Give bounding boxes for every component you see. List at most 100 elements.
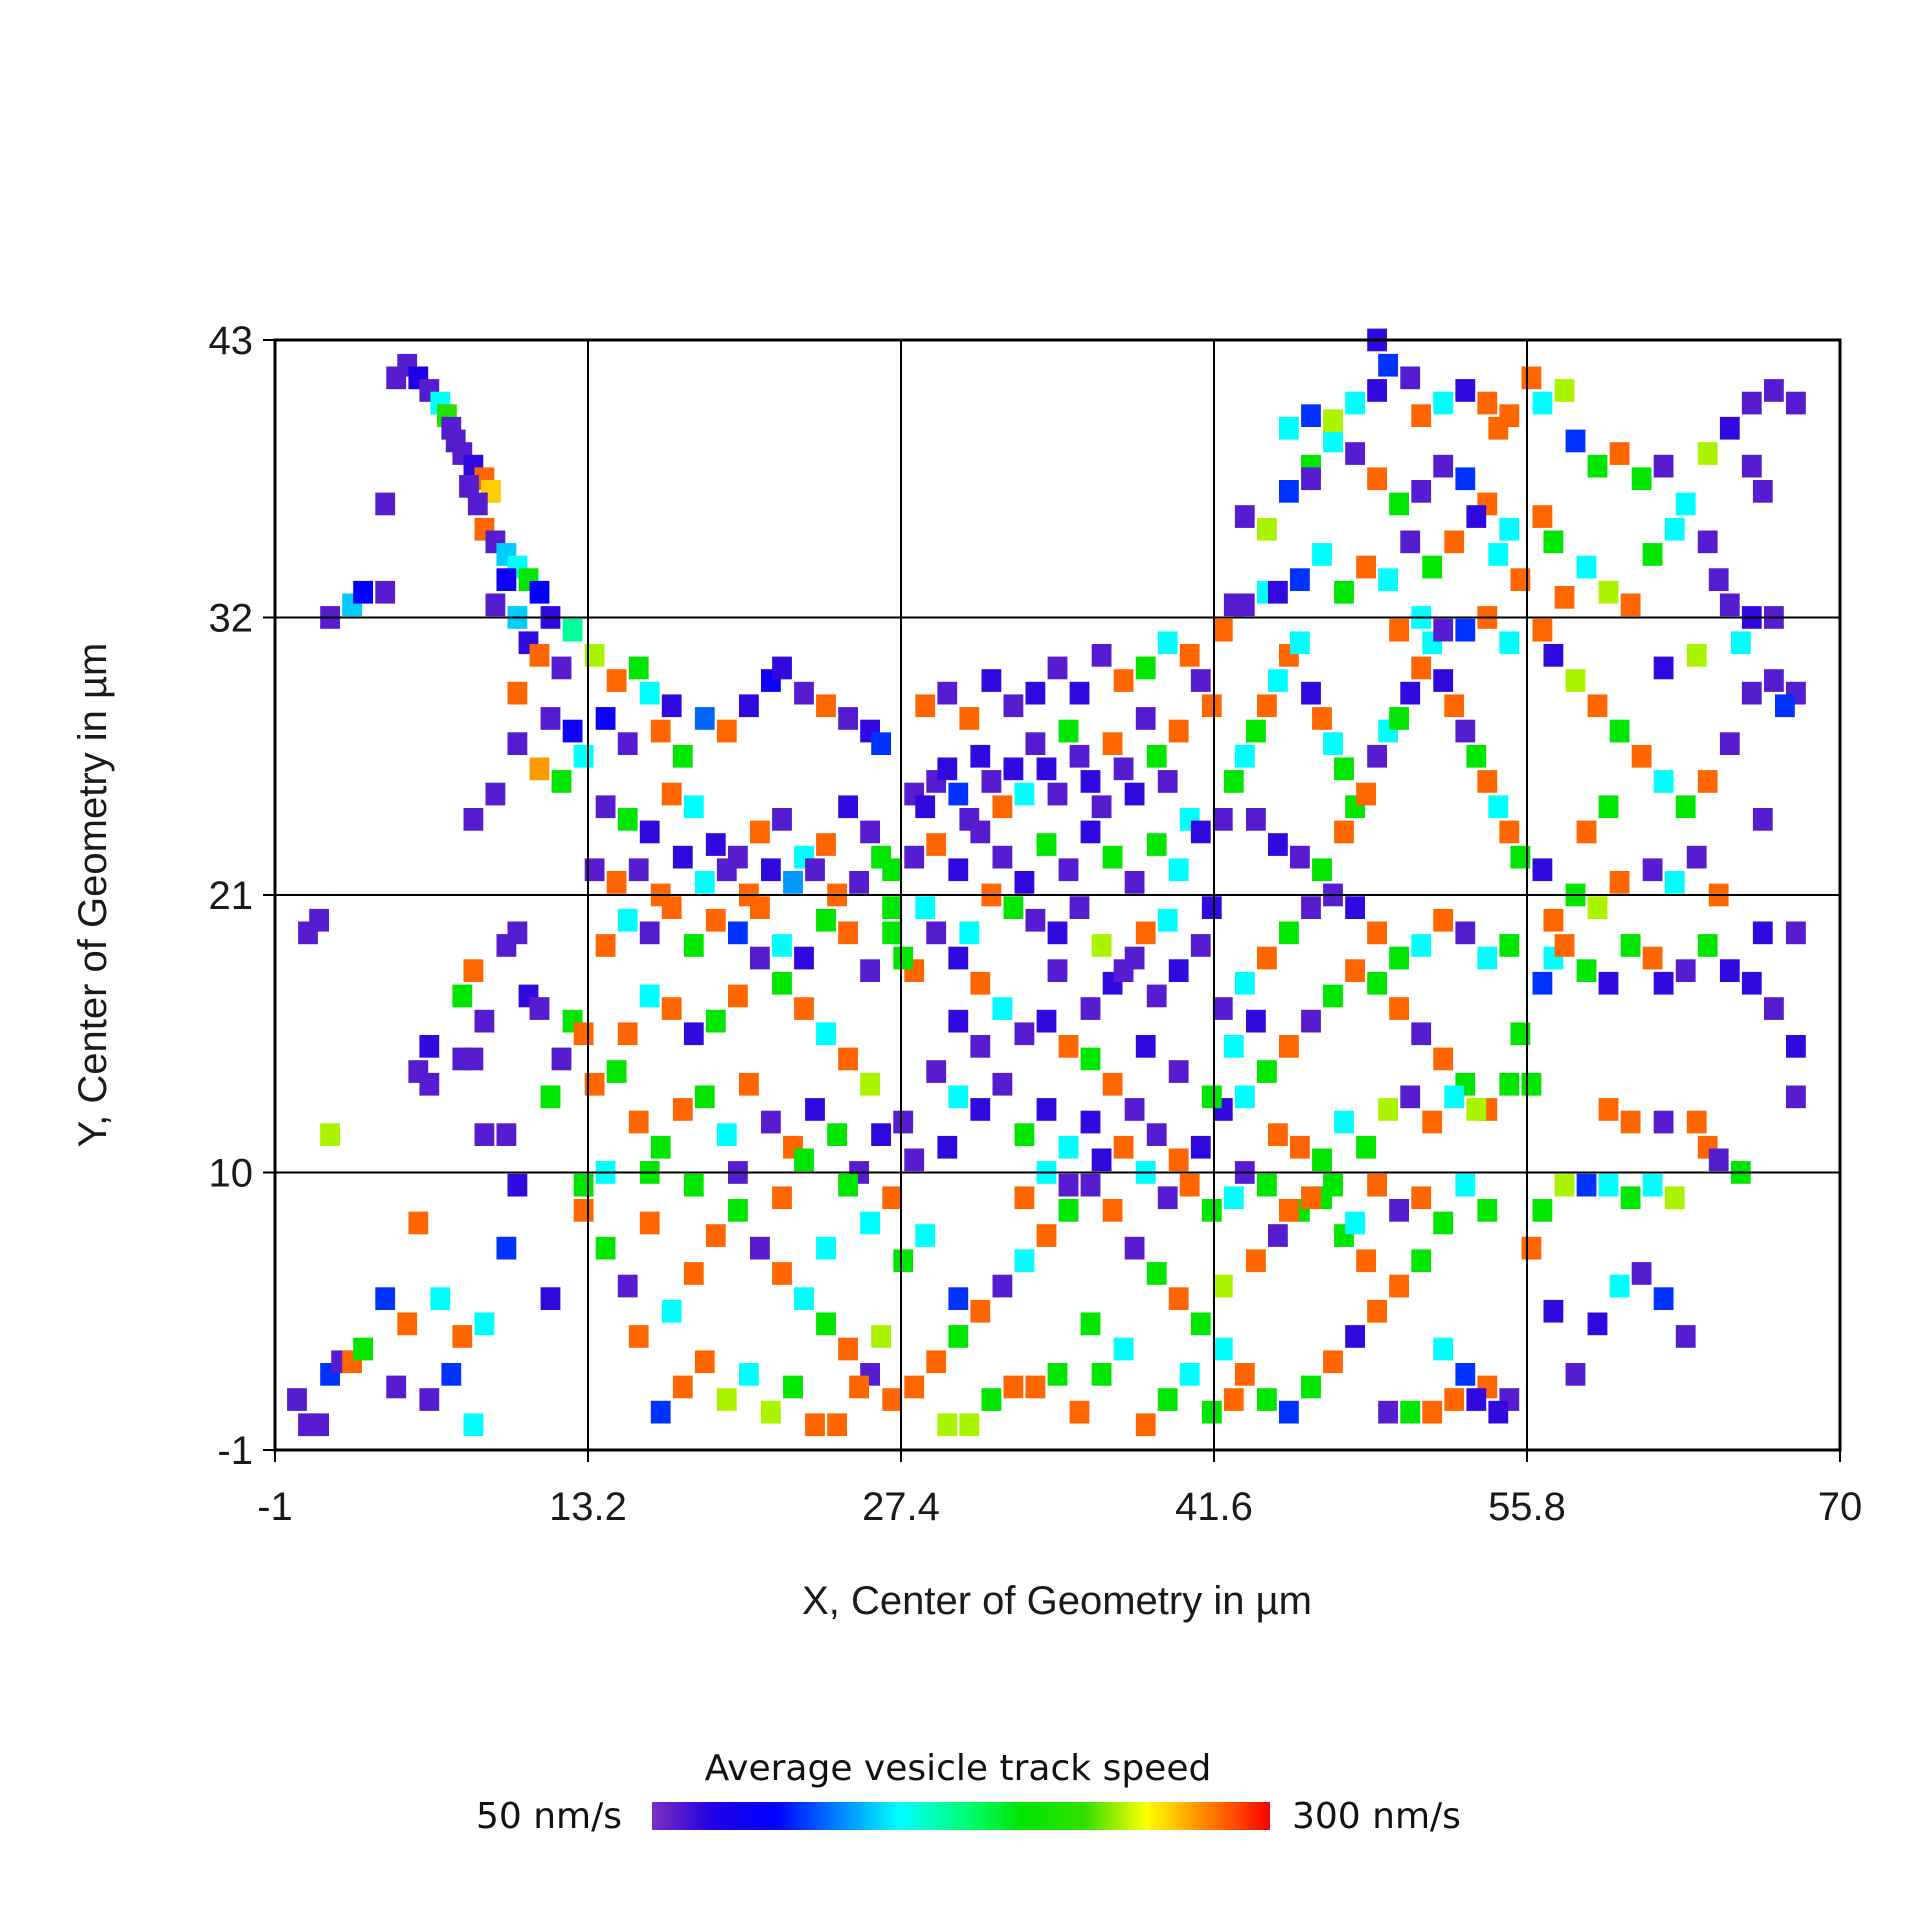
y-tick-label: -1 (217, 1429, 253, 1473)
heatmap-cell (1124, 1098, 1145, 1121)
heatmap-cell (1025, 681, 1046, 705)
heatmap-cell (1532, 971, 1553, 995)
heatmap-cell (606, 1060, 627, 1083)
heatmap-cell (761, 858, 781, 882)
heatmap-cell (1157, 1388, 1178, 1411)
heatmap-cell (1014, 1249, 1035, 1273)
heatmap-cell (1146, 984, 1167, 1008)
heatmap-cell (1102, 845, 1123, 869)
heatmap-cell (584, 644, 605, 667)
heatmap-cell (1554, 586, 1575, 609)
heatmap-cell (1620, 1110, 1641, 1134)
heatmap-cell (474, 1123, 495, 1146)
heatmap-cell (705, 833, 726, 856)
heatmap-cell (1400, 366, 1421, 390)
heatmap-cell (860, 820, 880, 844)
x-tick-label: 70 (1818, 1485, 1863, 1529)
heatmap-cell (1411, 1249, 1432, 1273)
heatmap-cell (1014, 871, 1035, 894)
heatmap-cell (1279, 480, 1299, 503)
heatmap-cell (827, 1413, 847, 1437)
heatmap-cell (1047, 1363, 1068, 1386)
heatmap-cell (1554, 379, 1575, 402)
heatmap-cell (849, 1375, 869, 1399)
heatmap-cell (750, 946, 770, 970)
heatmap-cell (937, 1135, 958, 1159)
heatmap-cell (1697, 934, 1718, 957)
heatmap-cell (1234, 971, 1255, 995)
heatmap-cell (1477, 1199, 1498, 1222)
y-tick-label: 43 (209, 319, 254, 363)
heatmap-cell (992, 845, 1013, 869)
heatmap-cell (375, 492, 396, 516)
heatmap-cell (948, 1085, 969, 1109)
heatmap-cell (1631, 467, 1652, 491)
heatmap-cell (1102, 732, 1123, 755)
heatmap-cell (915, 795, 936, 819)
heatmap-cell (1631, 744, 1652, 768)
heatmap-cell (1168, 719, 1189, 743)
heatmap-cell (1367, 467, 1387, 491)
heatmap-cell (529, 644, 550, 667)
heatmap-cell (661, 694, 682, 718)
heatmap-cell (1223, 770, 1244, 793)
heatmap-cell (617, 1022, 638, 1046)
heatmap-cell (1091, 934, 1112, 957)
heatmap-cell (1014, 1123, 1035, 1146)
heatmap-cell (1179, 1363, 1200, 1386)
heatmap-cell (1752, 921, 1773, 945)
heatmap-cell (375, 580, 396, 604)
heatmap-cell (1135, 656, 1156, 680)
heatmap-cell (1124, 782, 1145, 806)
heatmap-cell (1025, 1375, 1046, 1399)
heatmap-cell (772, 1262, 792, 1285)
heatmap-cell (683, 1173, 704, 1197)
heatmap-cell (1741, 391, 1762, 415)
heatmap-cell (1576, 959, 1597, 982)
heatmap-cell (816, 1022, 836, 1046)
heatmap-cell (419, 1035, 440, 1058)
heatmap-cell (1389, 1274, 1409, 1298)
heatmap-cell (573, 1173, 594, 1197)
heatmap-cell (1135, 1035, 1156, 1058)
heatmap-cell (948, 1325, 969, 1348)
heatmap-cell (838, 921, 858, 945)
heatmap-cell (772, 808, 792, 831)
heatmap-cell (1257, 1388, 1277, 1411)
heatmap-cell (1653, 770, 1674, 793)
heatmap-cell (1036, 757, 1057, 781)
heatmap-cell (683, 1262, 704, 1285)
heatmap-cell (794, 1287, 814, 1310)
heatmap-cell (1378, 1098, 1398, 1121)
heatmap-cell (1223, 593, 1244, 617)
heatmap-cell (1764, 669, 1784, 692)
colorbar-title: Average vesicle track speed (705, 1748, 1212, 1789)
heatmap-cell (1400, 1085, 1421, 1109)
heatmap-cell (672, 1375, 693, 1399)
heatmap-cell (1047, 921, 1068, 945)
heatmap-cell (672, 1098, 693, 1121)
heatmap-cell (452, 984, 473, 1008)
x-axis-ticks: -1 13.2 27.4 41.6 55.8 70 (257, 1485, 1862, 1529)
heatmap-cell (970, 820, 991, 844)
heatmap-cell (1334, 580, 1354, 604)
heatmap-cell (1312, 1148, 1332, 1172)
heatmap-cell (1246, 808, 1266, 831)
heatmap-cell (1532, 858, 1553, 882)
heatmap-cell (1190, 820, 1211, 844)
heatmap-cell (1609, 719, 1630, 743)
heatmap-cell (467, 492, 488, 516)
heatmap-cell (1697, 770, 1718, 793)
heatmap-cell (992, 997, 1013, 1020)
heatmap-cell (1609, 442, 1630, 465)
heatmap-cell (639, 1211, 660, 1235)
heatmap-cell (1598, 971, 1619, 995)
heatmap-cell (1069, 1400, 1090, 1424)
heatmap-cell (1488, 1400, 1509, 1424)
heatmap-cell (1290, 631, 1310, 655)
heatmap-cell (1345, 1211, 1365, 1235)
heatmap-cell (1234, 505, 1255, 528)
heatmap-cell (1455, 719, 1476, 743)
heatmap-cell (948, 858, 969, 882)
heatmap-cell (1334, 820, 1354, 844)
